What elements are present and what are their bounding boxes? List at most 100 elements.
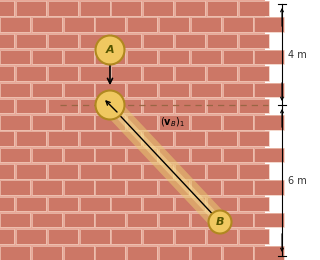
- Bar: [207, 34, 237, 48]
- Bar: [79, 197, 109, 211]
- Bar: [111, 164, 141, 179]
- Bar: [127, 245, 157, 260]
- Bar: [32, 50, 62, 64]
- Bar: [143, 99, 173, 113]
- Bar: [95, 180, 125, 195]
- Bar: [254, 17, 284, 32]
- Bar: [238, 131, 268, 146]
- Bar: [159, 82, 189, 97]
- Bar: [16, 229, 46, 244]
- Bar: [175, 197, 205, 211]
- Bar: [79, 164, 109, 179]
- Bar: [111, 229, 141, 244]
- Bar: [191, 50, 221, 64]
- Bar: [175, 66, 205, 81]
- Bar: [223, 245, 252, 260]
- Text: $(\mathbf{v}_B)_1$: $(\mathbf{v}_B)_1$: [160, 115, 185, 129]
- Bar: [0, 115, 30, 129]
- Bar: [79, 66, 109, 81]
- Bar: [0, 197, 14, 211]
- Bar: [64, 82, 93, 97]
- Bar: [143, 34, 173, 48]
- Bar: [127, 245, 157, 260]
- Bar: [64, 115, 93, 129]
- Bar: [207, 99, 237, 113]
- Bar: [0, 34, 14, 48]
- Bar: [95, 180, 125, 195]
- Bar: [32, 115, 62, 129]
- Bar: [143, 66, 173, 81]
- Bar: [175, 1, 205, 16]
- Bar: [191, 17, 221, 32]
- Bar: [0, 1, 14, 16]
- Bar: [143, 66, 173, 81]
- Bar: [64, 180, 93, 195]
- Text: A: A: [106, 45, 114, 55]
- Bar: [95, 245, 125, 260]
- Bar: [95, 213, 125, 228]
- Bar: [191, 180, 221, 195]
- Bar: [254, 115, 284, 129]
- Bar: [175, 164, 205, 179]
- Bar: [79, 197, 109, 211]
- Bar: [64, 17, 93, 32]
- Bar: [175, 131, 205, 146]
- Bar: [159, 148, 189, 162]
- Bar: [191, 148, 221, 162]
- Bar: [191, 213, 221, 228]
- Circle shape: [95, 90, 124, 120]
- Bar: [175, 34, 205, 48]
- Bar: [223, 82, 252, 97]
- Bar: [223, 115, 252, 129]
- Bar: [207, 1, 237, 16]
- Bar: [16, 229, 46, 244]
- Bar: [48, 131, 78, 146]
- Bar: [16, 1, 46, 16]
- Bar: [0, 99, 14, 113]
- Bar: [48, 197, 78, 211]
- Bar: [207, 197, 237, 211]
- Bar: [191, 245, 221, 260]
- Bar: [16, 34, 46, 48]
- Bar: [175, 99, 205, 113]
- Bar: [16, 66, 46, 81]
- Bar: [254, 213, 284, 228]
- Bar: [159, 180, 189, 195]
- Bar: [175, 164, 205, 179]
- Bar: [79, 1, 109, 16]
- Bar: [16, 164, 46, 179]
- Bar: [191, 82, 221, 97]
- Bar: [143, 164, 173, 179]
- Bar: [16, 131, 46, 146]
- Bar: [207, 131, 237, 146]
- Bar: [0, 1, 14, 16]
- Bar: [143, 197, 173, 211]
- Bar: [0, 197, 14, 211]
- Bar: [0, 50, 30, 64]
- Bar: [111, 131, 141, 146]
- Bar: [238, 197, 268, 211]
- Circle shape: [95, 36, 124, 64]
- Bar: [254, 180, 284, 195]
- Bar: [159, 245, 189, 260]
- Bar: [254, 82, 284, 97]
- Bar: [207, 34, 237, 48]
- Bar: [254, 148, 284, 162]
- Bar: [32, 17, 62, 32]
- Bar: [0, 245, 30, 260]
- Bar: [127, 17, 157, 32]
- Bar: [207, 66, 237, 81]
- Bar: [111, 66, 141, 81]
- Bar: [127, 213, 157, 228]
- Bar: [79, 131, 109, 146]
- Bar: [79, 229, 109, 244]
- Bar: [143, 229, 173, 244]
- Bar: [254, 82, 284, 97]
- Bar: [238, 34, 268, 48]
- Bar: [95, 17, 125, 32]
- Bar: [238, 164, 268, 179]
- Bar: [32, 17, 62, 32]
- Bar: [191, 82, 221, 97]
- Bar: [207, 229, 237, 244]
- Bar: [32, 213, 62, 228]
